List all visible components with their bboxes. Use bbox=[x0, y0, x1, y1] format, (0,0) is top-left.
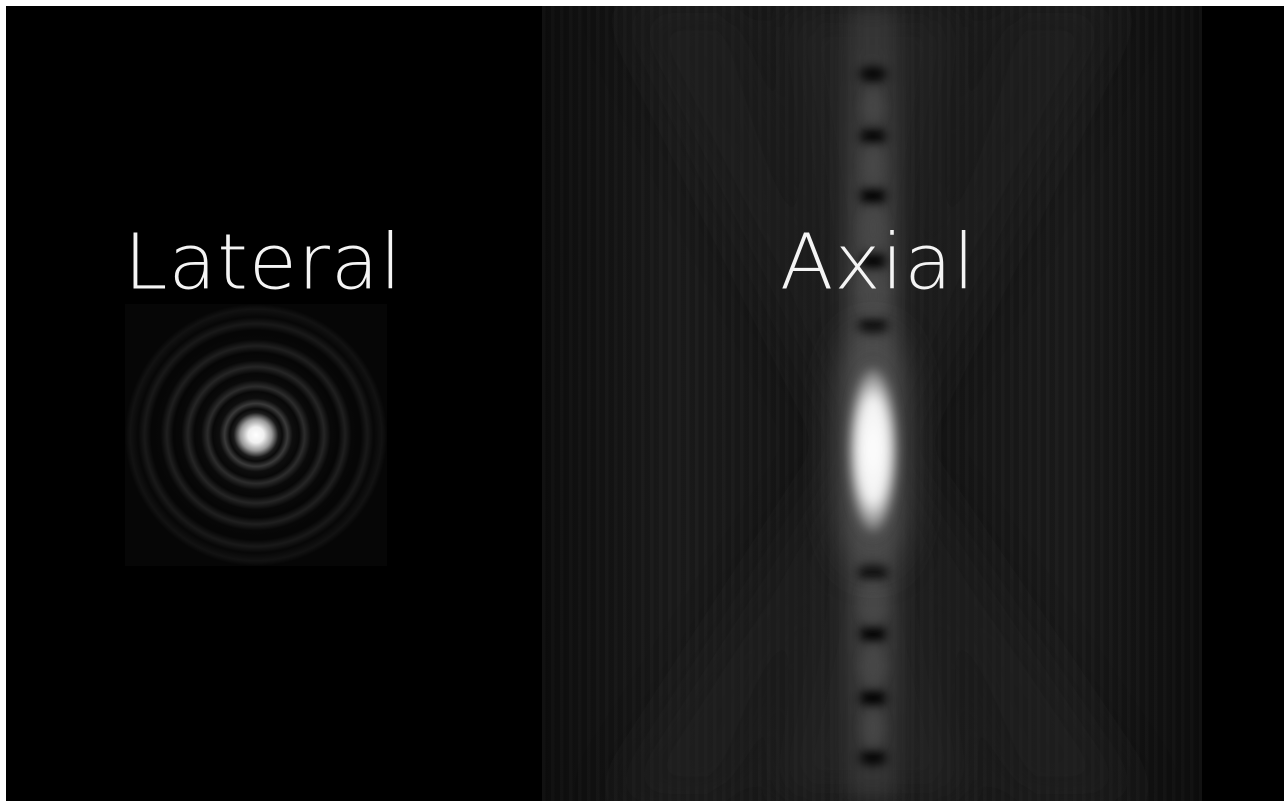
lateral-label: Lateral bbox=[124, 218, 403, 308]
axial-psf-image bbox=[542, 6, 1202, 801]
axial-psf-pattern bbox=[612, 6, 1142, 801]
psf-figure: Lateral Axial bbox=[6, 6, 1284, 801]
axial-label: Axial bbox=[780, 218, 976, 308]
lateral-airy-pattern bbox=[125, 304, 387, 566]
lateral-psf-image bbox=[125, 304, 387, 566]
